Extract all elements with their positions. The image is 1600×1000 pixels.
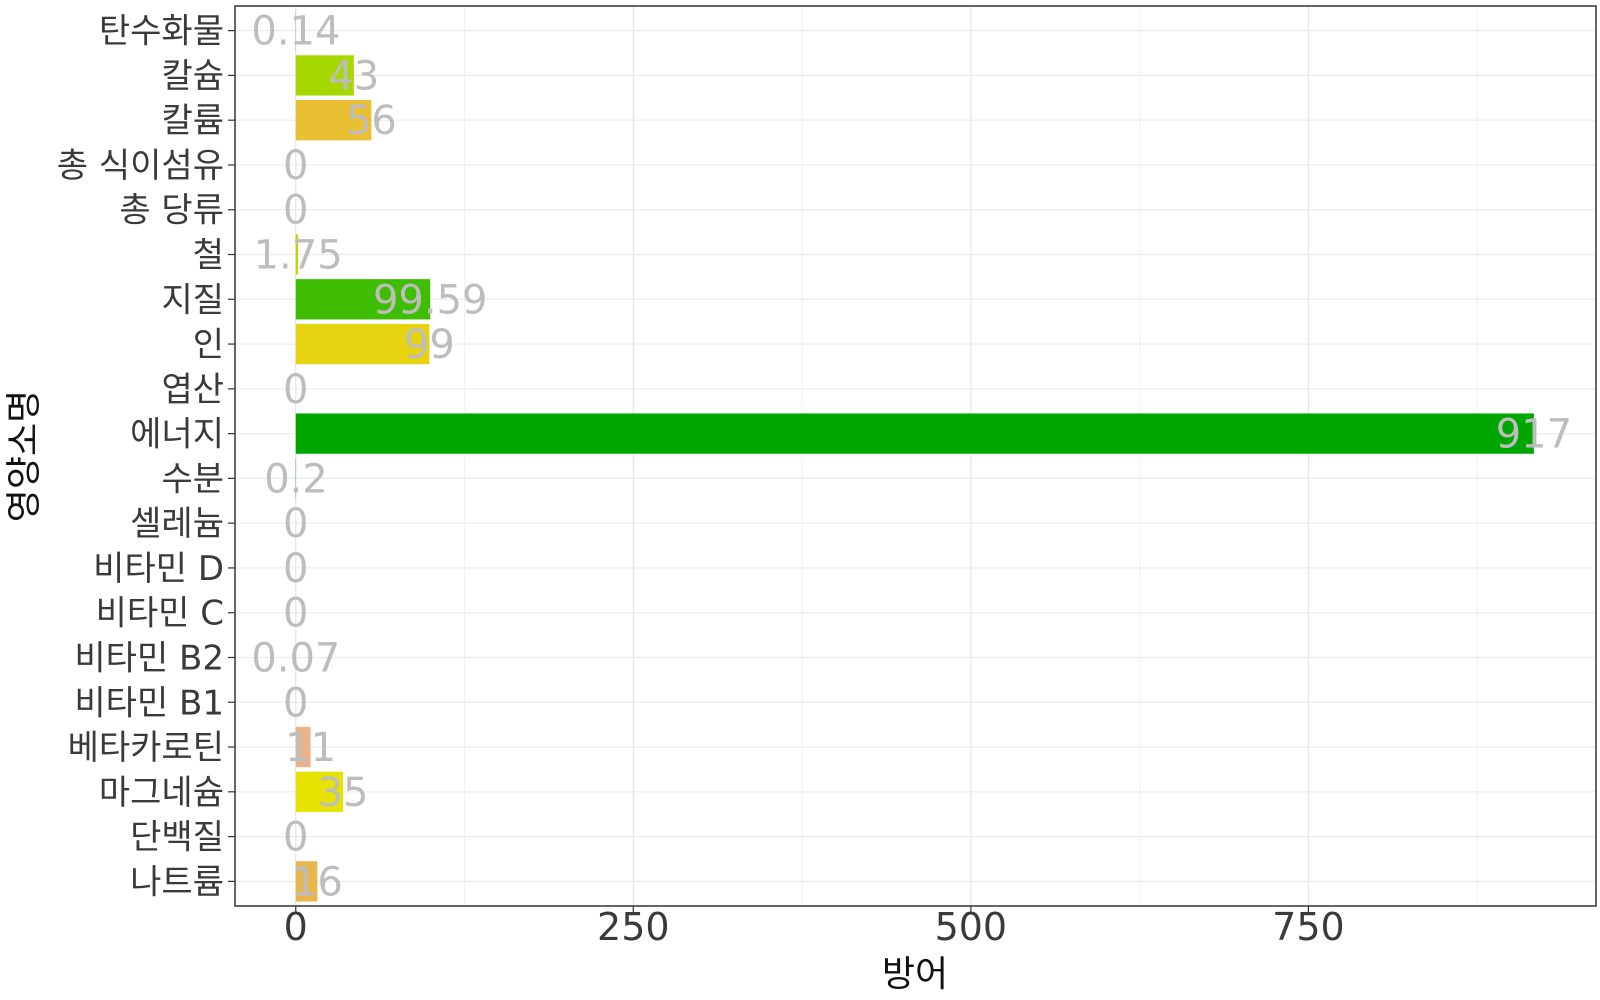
data-label: 0 (283, 680, 308, 726)
data-label: 0 (283, 367, 308, 413)
data-labels: 0.144356001.7599.599909170.20000.0701135… (251, 9, 1572, 906)
data-label: 0.2 (264, 456, 328, 502)
category-label: 총 당류 (119, 191, 224, 231)
data-label: 16 (292, 859, 343, 905)
category-label: 셀레늄 (130, 504, 224, 544)
bar (295, 726, 311, 768)
data-label: 43 (328, 53, 379, 99)
y-axis-title: 영양소명 (4, 390, 45, 522)
data-label: 0 (283, 815, 308, 861)
data-label: 35 (318, 770, 369, 816)
bar (295, 861, 318, 902)
category-label: 에너지 (130, 415, 224, 455)
category-label: 칼륨 (161, 101, 224, 141)
category-label: 칼슘 (161, 56, 224, 96)
data-label: 917 (1496, 412, 1572, 458)
x-tick-label: 0 (284, 905, 308, 949)
data-label: 0 (283, 501, 308, 547)
category-label: 철 (193, 236, 224, 276)
bar (295, 413, 1534, 454)
category-label: 총 식이섬유 (57, 146, 224, 186)
data-label: 0 (283, 188, 308, 234)
data-label: 11 (285, 725, 336, 771)
bar (295, 323, 430, 365)
category-label: 비타민 D (93, 549, 224, 589)
data-label: 0 (283, 143, 308, 189)
data-label: 99.59 (373, 277, 488, 323)
data-label: 0.07 (251, 635, 340, 681)
category-label: 지질 (161, 280, 224, 320)
category-label: 비타민 B2 (74, 638, 224, 678)
data-label: 56 (346, 98, 397, 144)
data-label: 99 (404, 322, 455, 368)
category-label: 나트륨 (130, 862, 224, 902)
category-label: 수분 (161, 459, 224, 499)
x-tick-label: 750 (1272, 905, 1345, 949)
plot-border (234, 5, 1597, 907)
bar (295, 771, 344, 812)
data-label: 0 (283, 546, 308, 592)
bar (295, 279, 431, 320)
data-label: 0 (283, 591, 308, 637)
category-label: 비타민 B1 (74, 683, 224, 723)
category-label: 비타민 C (96, 594, 224, 634)
x-axis-title: 방어 (882, 954, 948, 995)
x-tick-label: 250 (597, 905, 670, 949)
category-label: 엽산 (161, 370, 224, 410)
category-label: 인 (193, 325, 224, 365)
category-label: 탄수화물 (99, 12, 224, 52)
x-axis-ticks: 0 250 500 750 (284, 905, 1345, 949)
category-label: 베타카로틴 (68, 728, 224, 768)
data-label: 0.14 (251, 9, 340, 55)
category-label: 마그네슘 (99, 773, 224, 813)
data-label: 1.75 (254, 233, 343, 279)
category-label: 단백질 (130, 818, 224, 858)
bars (295, 10, 1534, 902)
bar (295, 234, 299, 275)
x-tick-label: 500 (935, 905, 1008, 949)
bar (295, 100, 372, 141)
bar (295, 55, 354, 96)
